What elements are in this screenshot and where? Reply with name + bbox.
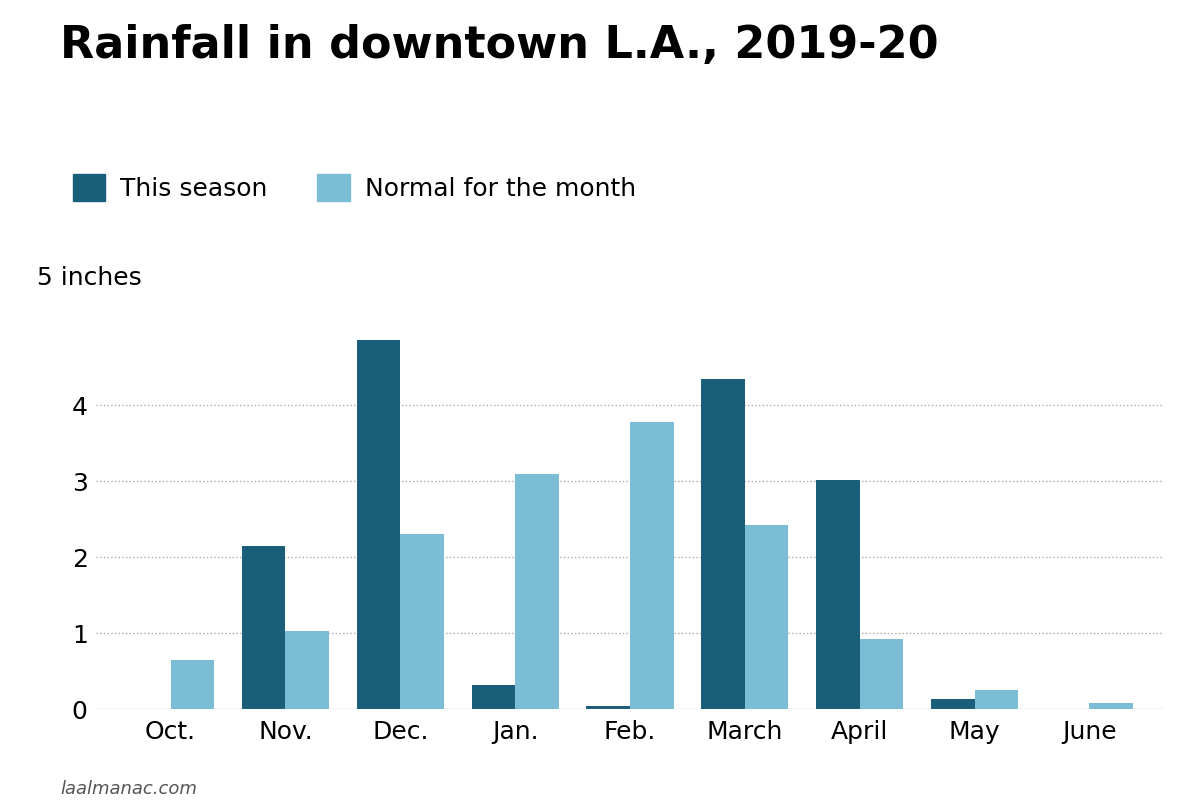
Bar xyxy=(587,706,630,709)
Bar xyxy=(1090,703,1133,709)
Bar xyxy=(974,689,1018,709)
Bar xyxy=(630,422,673,709)
Bar xyxy=(515,474,559,709)
Text: laalmanac.com: laalmanac.com xyxy=(60,780,197,798)
Bar xyxy=(701,379,745,709)
Bar xyxy=(472,685,515,709)
Bar xyxy=(931,700,974,709)
Bar xyxy=(745,525,788,709)
Bar xyxy=(286,631,329,709)
Bar xyxy=(170,660,215,709)
Text: Rainfall in downtown L.A., 2019-20: Rainfall in downtown L.A., 2019-20 xyxy=(60,24,938,67)
Text: 5 inches: 5 inches xyxy=(37,266,142,290)
Legend: This season, Normal for the month: This season, Normal for the month xyxy=(72,174,636,201)
Bar xyxy=(859,638,904,709)
Bar xyxy=(401,534,444,709)
Bar xyxy=(242,546,286,709)
Bar xyxy=(356,340,401,709)
Bar xyxy=(816,480,859,709)
